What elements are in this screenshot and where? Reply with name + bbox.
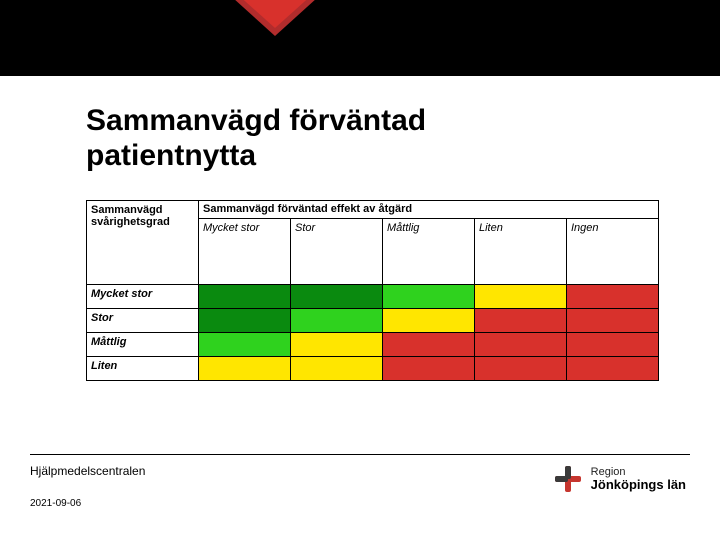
title-line-1: Sammanvägd förväntad bbox=[86, 104, 426, 137]
region-logo-text: Region Jönköpings län bbox=[591, 467, 686, 491]
matrix-cell bbox=[475, 333, 567, 357]
logo-line-2: Jönköpings län bbox=[591, 478, 686, 491]
col-head-mycket-stor: Mycket stor bbox=[199, 219, 291, 285]
row-head-mattlig: Måttlig bbox=[87, 333, 199, 357]
matrix-cell bbox=[475, 357, 567, 381]
row-head-mycket-stor: Mycket stor bbox=[87, 285, 199, 309]
matrix-cell bbox=[291, 357, 383, 381]
page-title: Sammanvägd förväntad patientnytta bbox=[86, 104, 426, 173]
row-head-stor: Stor bbox=[87, 309, 199, 333]
col-head-liten: Liten bbox=[475, 219, 567, 285]
slide: Sammanvägd förväntad patientnytta Samman… bbox=[0, 0, 720, 540]
matrix-cell bbox=[383, 285, 475, 309]
matrix-cell bbox=[475, 285, 567, 309]
matrix-cell bbox=[383, 357, 475, 381]
matrix-cell bbox=[199, 357, 291, 381]
table-corner-label: Sammanvägd svårighetsgrad bbox=[87, 201, 199, 285]
region-logo-icon bbox=[553, 464, 583, 494]
table-super-header: Sammanvägd förväntad effekt av åtgärd bbox=[199, 201, 659, 219]
matrix-cell bbox=[199, 333, 291, 357]
matrix-cell bbox=[291, 285, 383, 309]
matrix-cell bbox=[567, 285, 659, 309]
matrix-cell bbox=[567, 309, 659, 333]
matrix-cell bbox=[383, 309, 475, 333]
region-logo: Region Jönköpings län bbox=[553, 464, 686, 494]
col-head-stor: Stor bbox=[291, 219, 383, 285]
matrix-cell bbox=[291, 309, 383, 333]
banner-chevron-inner bbox=[188, 0, 362, 28]
title-line-2: patientnytta bbox=[86, 139, 256, 172]
table-super-header-row: Sammanvägd svårighetsgrad Sammanvägd för… bbox=[87, 201, 659, 219]
matrix-cell bbox=[383, 333, 475, 357]
table-row: Mycket stor bbox=[87, 285, 659, 309]
table-row: Måttlig bbox=[87, 333, 659, 357]
matrix-cell bbox=[475, 309, 567, 333]
row-head-liten: Liten bbox=[87, 357, 199, 381]
table-row: Liten bbox=[87, 357, 659, 381]
matrix-cell bbox=[567, 357, 659, 381]
matrix-cell bbox=[567, 333, 659, 357]
col-head-mattlig: Måttlig bbox=[383, 219, 475, 285]
footer-date: 2021-09-06 bbox=[30, 498, 81, 509]
footer-rule bbox=[30, 454, 690, 455]
table-row: Stor bbox=[87, 309, 659, 333]
footer-org: Hjälpmedelscentralen bbox=[30, 464, 145, 478]
col-head-ingen: Ingen bbox=[567, 219, 659, 285]
matrix-cell bbox=[199, 309, 291, 333]
patient-benefit-matrix: Sammanvägd svårighetsgrad Sammanvägd för… bbox=[86, 200, 659, 381]
matrix-cell bbox=[199, 285, 291, 309]
matrix-cell bbox=[291, 333, 383, 357]
